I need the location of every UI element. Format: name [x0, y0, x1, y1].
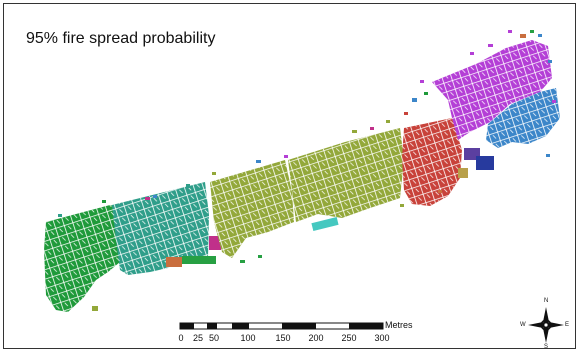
scale-tick-label: 250 [341, 333, 357, 343]
compass-west-label: W [520, 322, 526, 328]
scale-tick-label: 200 [308, 333, 324, 343]
compass-south-label: S [544, 344, 549, 350]
orange-patch [166, 257, 182, 267]
cluster-olive-east [288, 128, 404, 232]
scale-tick-label: 50 [208, 333, 220, 343]
scale-tick-label: 25 [192, 333, 204, 343]
pink-patch [209, 236, 221, 250]
cluster-magenta [432, 40, 552, 140]
map-frame [3, 3, 576, 349]
cluster-olive-west [210, 160, 294, 258]
scale-unit: Metres [385, 320, 413, 330]
cluster-red [402, 118, 494, 206]
navy-patch [476, 156, 494, 170]
scale-tick-label: 300 [374, 333, 390, 343]
scale-tick-label: 150 [275, 333, 291, 343]
cyan-patch [311, 216, 339, 232]
scattered-buildings [58, 30, 556, 311]
scale-tick-label: 100 [240, 333, 256, 343]
map-title: 95% fire spread probability [26, 30, 216, 47]
compass-east-label: E [565, 322, 570, 328]
compass-rose-icon [528, 307, 564, 343]
cluster-green-west [44, 205, 120, 312]
cluster-teal [112, 182, 221, 275]
compass-north-label: N [544, 298, 549, 304]
scale-bar [179, 322, 384, 330]
north-arrow-compass: N S W E [520, 298, 570, 350]
green-strip [182, 256, 216, 264]
cluster-blue [486, 88, 560, 148]
scale-tick-label: 0 [178, 333, 184, 343]
tan-patch [458, 168, 468, 178]
